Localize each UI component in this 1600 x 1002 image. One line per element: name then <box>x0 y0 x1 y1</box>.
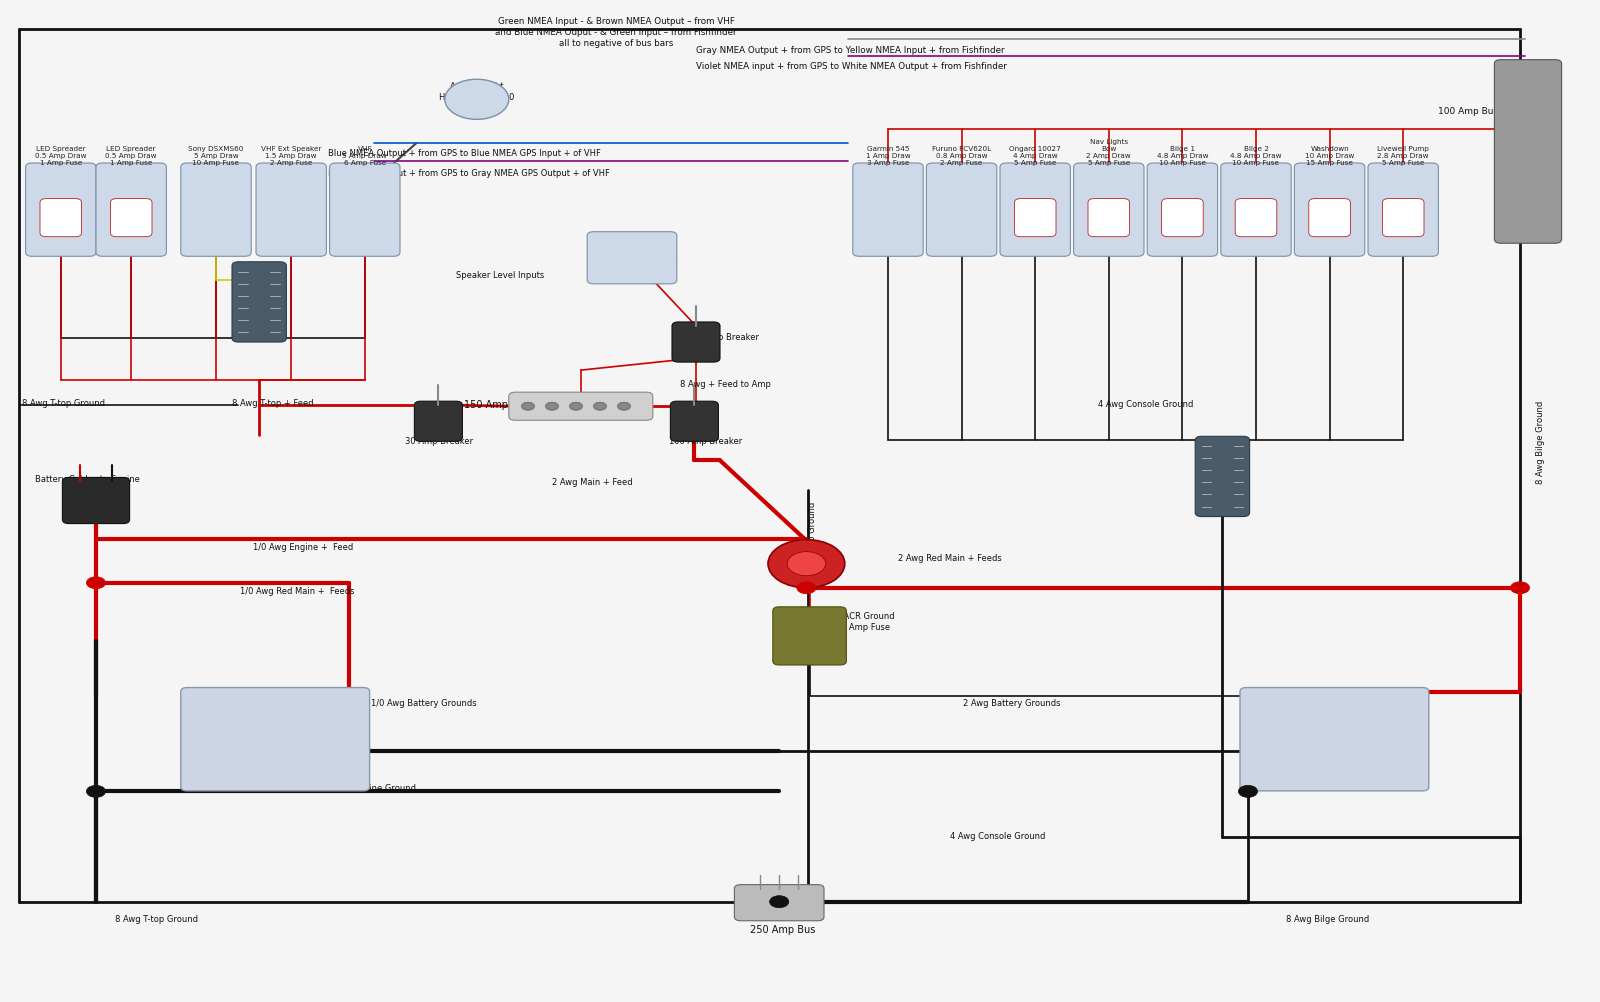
Text: 4 Awg Console Ground: 4 Awg Console Ground <box>1098 400 1194 409</box>
Text: VHF Ext Speaker
1.5 Amp Draw
2 Amp Fuse: VHF Ext Speaker 1.5 Amp Draw 2 Amp Fuse <box>261 146 322 165</box>
Text: 8 Awg + Feed to Amp: 8 Awg + Feed to Amp <box>680 380 771 389</box>
Text: 2 Awg Battery Grounds: 2 Awg Battery Grounds <box>963 698 1061 707</box>
FancyBboxPatch shape <box>1088 199 1130 237</box>
FancyBboxPatch shape <box>1000 163 1070 257</box>
Text: 1/0 Awg Battery Grounds: 1/0 Awg Battery Grounds <box>371 698 477 707</box>
FancyBboxPatch shape <box>232 263 286 343</box>
FancyBboxPatch shape <box>26 163 96 257</box>
FancyBboxPatch shape <box>1309 199 1350 237</box>
Text: Livewell Pump
2.8 Amp Draw
5 Amp Fuse: Livewell Pump 2.8 Amp Draw 5 Amp Fuse <box>1378 146 1429 165</box>
Circle shape <box>594 403 606 411</box>
Circle shape <box>570 403 582 411</box>
FancyBboxPatch shape <box>1147 163 1218 257</box>
Text: Brown NMEA Input + from GPS to Gray NMEA GPS Output + of VHF: Brown NMEA Input + from GPS to Gray NMEA… <box>328 168 610 177</box>
FancyBboxPatch shape <box>1195 437 1250 517</box>
FancyBboxPatch shape <box>1382 199 1424 237</box>
Text: Blue NMEA Output + from GPS to Blue NMEA GPS Input + of VHF: Blue NMEA Output + from GPS to Blue NMEA… <box>328 149 602 158</box>
FancyBboxPatch shape <box>672 323 720 363</box>
FancyBboxPatch shape <box>1235 199 1277 237</box>
FancyBboxPatch shape <box>1014 199 1056 237</box>
Circle shape <box>768 540 845 588</box>
Text: Green NMEA Input - & Brown NMEA Output – from VHF
and Blue NMEA Ouput - & Green : Green NMEA Input - & Brown NMEA Output –… <box>494 17 738 48</box>
FancyBboxPatch shape <box>110 199 152 237</box>
Text: Gray NMEA Output + from GPS to Yellow NMEA Input + from Fishfinder: Gray NMEA Output + from GPS to Yellow NM… <box>696 46 1005 55</box>
FancyBboxPatch shape <box>1074 163 1144 257</box>
Circle shape <box>787 552 826 576</box>
FancyBboxPatch shape <box>1162 199 1203 237</box>
Text: Ongaro 10027
4 Amp Draw
5 Amp Fuse: Ongaro 10027 4 Amp Draw 5 Amp Fuse <box>1010 146 1061 165</box>
FancyBboxPatch shape <box>734 885 824 921</box>
Text: Battery Cables to Engine: Battery Cables to Engine <box>35 475 141 484</box>
Text: Sony XM-604M
33 Amp Max Draw
50 Amp Fuse: Sony XM-604M 33 Amp Max Draw 50 Amp Fuse <box>600 244 677 276</box>
Text: 8 Awg T-top Ground: 8 Awg T-top Ground <box>115 914 198 923</box>
Text: STARTING
BATTERY: STARTING BATTERY <box>251 729 299 752</box>
Circle shape <box>445 80 509 120</box>
Text: LED Spreader
0.5 Amp Draw
1 Amp Fuse: LED Spreader 0.5 Amp Draw 1 Amp Fuse <box>106 146 157 165</box>
Text: 1/0 Awg Engine Ground: 1/0 Awg Engine Ground <box>317 784 416 793</box>
Text: HOUSE
BATTERY: HOUSE BATTERY <box>1314 729 1355 752</box>
Text: 100 Amp Breaker: 100 Amp Breaker <box>669 437 742 446</box>
Text: Bilge 1
4.8 Amp Draw
10 Amp Fuse: Bilge 1 4.8 Amp Draw 10 Amp Fuse <box>1157 146 1208 165</box>
FancyBboxPatch shape <box>509 393 653 421</box>
Text: Garmin 545
1 Amp Draw
3 Amp Fuse: Garmin 545 1 Amp Draw 3 Amp Fuse <box>866 146 910 165</box>
Text: 8 Awg Bilge Ground: 8 Awg Bilge Ground <box>1286 914 1370 923</box>
Text: Nav Lights
Bow
2 Amp Draw
5 Amp Fuse: Nav Lights Bow 2 Amp Draw 5 Amp Fuse <box>1086 139 1131 165</box>
FancyBboxPatch shape <box>181 687 370 792</box>
Text: Speaker Level Inputs: Speaker Level Inputs <box>456 271 544 280</box>
Text: 50 Amp Breaker: 50 Amp Breaker <box>691 333 760 342</box>
FancyBboxPatch shape <box>1294 163 1365 257</box>
FancyBboxPatch shape <box>330 163 400 257</box>
Text: Washdown
10 Amp Draw
15 Amp Fuse: Washdown 10 Amp Draw 15 Amp Fuse <box>1306 146 1354 165</box>
Text: 16 Awg ACR Ground
With 10 Amp Fuse: 16 Awg ACR Ground With 10 Amp Fuse <box>810 611 894 631</box>
FancyBboxPatch shape <box>1368 163 1438 257</box>
Text: LED Spreader
0.5 Amp Draw
1 Amp Fuse: LED Spreader 0.5 Amp Draw 1 Amp Fuse <box>35 146 86 165</box>
Text: 8 Awg T-top + Feed: 8 Awg T-top + Feed <box>232 399 314 408</box>
FancyBboxPatch shape <box>181 163 251 257</box>
Circle shape <box>797 582 816 594</box>
Text: 1/0 Awg Engine +  Feed: 1/0 Awg Engine + Feed <box>253 542 354 551</box>
Circle shape <box>1238 786 1258 798</box>
FancyBboxPatch shape <box>853 163 923 257</box>
FancyBboxPatch shape <box>62 478 130 524</box>
FancyBboxPatch shape <box>587 232 677 285</box>
Text: 150 Amp Bus: 150 Amp Bus <box>464 400 530 410</box>
FancyBboxPatch shape <box>1240 687 1429 792</box>
Text: 2 Awg Red Main + Feeds: 2 Awg Red Main + Feeds <box>898 553 1002 562</box>
Text: 8 Awg T-top Ground: 8 Awg T-top Ground <box>22 399 106 408</box>
Text: 4 Awg Console Ground: 4 Awg Console Ground <box>950 832 1046 841</box>
FancyBboxPatch shape <box>926 163 997 257</box>
Text: 1/0 Awg Red Main +  Feeds: 1/0 Awg Red Main + Feeds <box>240 586 355 595</box>
Circle shape <box>522 403 534 411</box>
Text: Furuno FCV620L
0.8 Amp Draw
2 Amp Fuse: Furuno FCV620L 0.8 Amp Draw 2 Amp Fuse <box>933 146 990 165</box>
FancyBboxPatch shape <box>256 163 326 257</box>
Circle shape <box>86 786 106 798</box>
Circle shape <box>86 577 106 589</box>
Text: 2 Awg Main + Feed: 2 Awg Main + Feed <box>552 478 632 487</box>
Circle shape <box>770 896 789 908</box>
Circle shape <box>546 403 558 411</box>
Text: 100 Amp Bus: 100 Amp Bus <box>1438 107 1499 116</box>
Text: VHF
5 Amp Draw
6 Amp Fuse: VHF 5 Amp Draw 6 Amp Fuse <box>342 146 387 165</box>
FancyBboxPatch shape <box>1221 163 1291 257</box>
Text: 30 Amp Breaker: 30 Amp Breaker <box>405 437 474 446</box>
FancyBboxPatch shape <box>670 402 718 442</box>
Circle shape <box>1510 582 1530 594</box>
Text: Bilge 2
4.8 Amp Draw
10 Amp Fuse: Bilge 2 4.8 Amp Draw 10 Amp Fuse <box>1230 146 1282 165</box>
FancyBboxPatch shape <box>96 163 166 257</box>
FancyBboxPatch shape <box>773 607 846 665</box>
Text: 250 Amp Bus: 250 Amp Bus <box>750 924 816 934</box>
Text: Anchor Light
Hella NaviLED360: Anchor Light Hella NaviLED360 <box>438 82 515 102</box>
Text: Violet NMEA input + from GPS to White NMEA Output + from Fishfinder: Violet NMEA input + from GPS to White NM… <box>696 62 1006 71</box>
Text: 8 Awg Bilge Ground: 8 Awg Bilge Ground <box>1536 401 1546 484</box>
FancyBboxPatch shape <box>40 199 82 237</box>
FancyBboxPatch shape <box>414 402 462 442</box>
Circle shape <box>618 403 630 411</box>
FancyBboxPatch shape <box>1494 60 1562 244</box>
Text: Sony DSXMS60
5 Amp Draw
10 Amp Fuse: Sony DSXMS60 5 Amp Draw 10 Amp Fuse <box>189 146 243 165</box>
Text: 8 Awg Amp Ground: 8 Awg Amp Ground <box>808 501 818 582</box>
